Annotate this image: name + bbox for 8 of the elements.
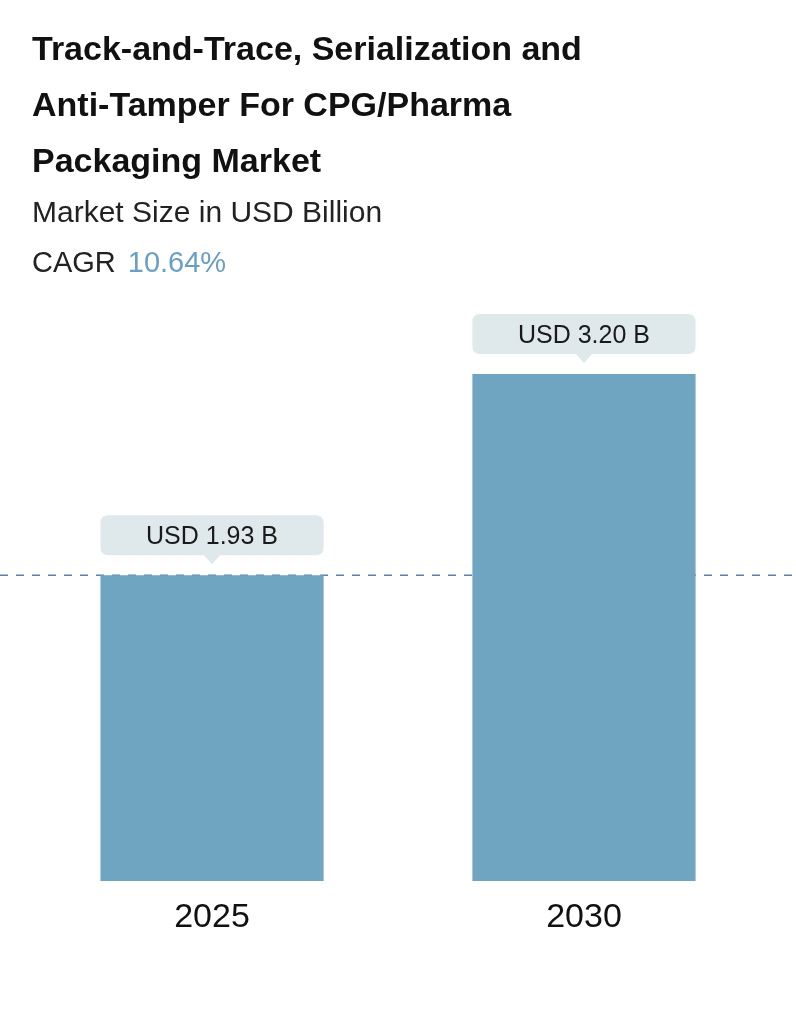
x-tick-label: 2025	[174, 896, 250, 934]
text: CAGR	[32, 246, 116, 278]
data-label: USD 3.20 B	[517, 320, 650, 348]
data-label: USD 1.93 B	[146, 521, 279, 550]
chart-title: Track-and-Trace, Serialization and Anti-Tamper For CPG/Pharma Packaging Market	[32, 29, 582, 179]
x-tick-label: 2030	[546, 896, 622, 934]
chart-subtitle: Market Size in USD Billion	[32, 195, 383, 228]
text: 10.64%	[127, 246, 227, 278]
